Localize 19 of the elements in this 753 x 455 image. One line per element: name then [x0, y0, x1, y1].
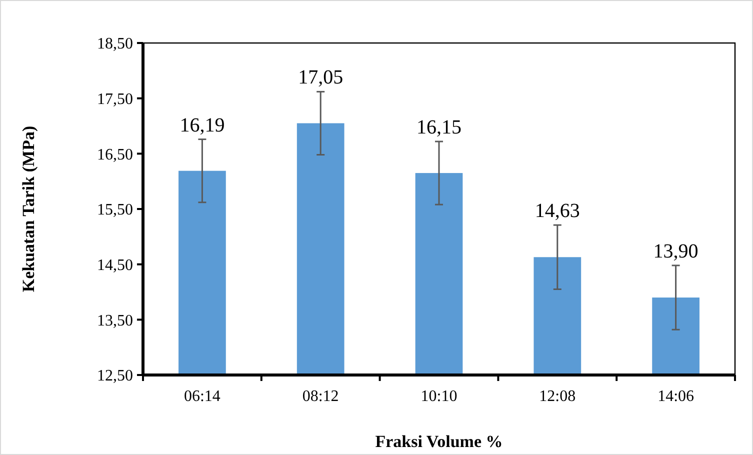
data-label: 16,19 — [180, 114, 225, 136]
x-axis-title: Fraksi Volume % — [375, 432, 503, 451]
data-label: 13,90 — [653, 240, 698, 262]
y-tick-label: 18,50 — [97, 36, 133, 53]
y-axis-title: Kekuatan Tarik (MPa) — [19, 126, 38, 292]
y-tick-label: 12,50 — [97, 368, 133, 385]
y-tick-label: 13,50 — [97, 312, 133, 330]
x-tick-label: 12:08 — [539, 388, 576, 405]
x-tick-label: 06:14 — [184, 388, 220, 405]
data-label: 14,63 — [534, 200, 580, 222]
data-label: 17,05 — [298, 66, 344, 89]
x-tick-label: 10:10 — [420, 388, 458, 405]
x-tick-label: 14:06 — [658, 388, 694, 405]
y-tick-label: 16,50 — [97, 146, 133, 164]
data-label: 16,15 — [416, 116, 462, 138]
y-tick-label: 17,50 — [97, 90, 133, 108]
y-tick-label: 14,50 — [97, 256, 133, 274]
y-tick-label: 15,50 — [97, 202, 133, 219]
x-tick-label: 08:12 — [302, 388, 339, 405]
